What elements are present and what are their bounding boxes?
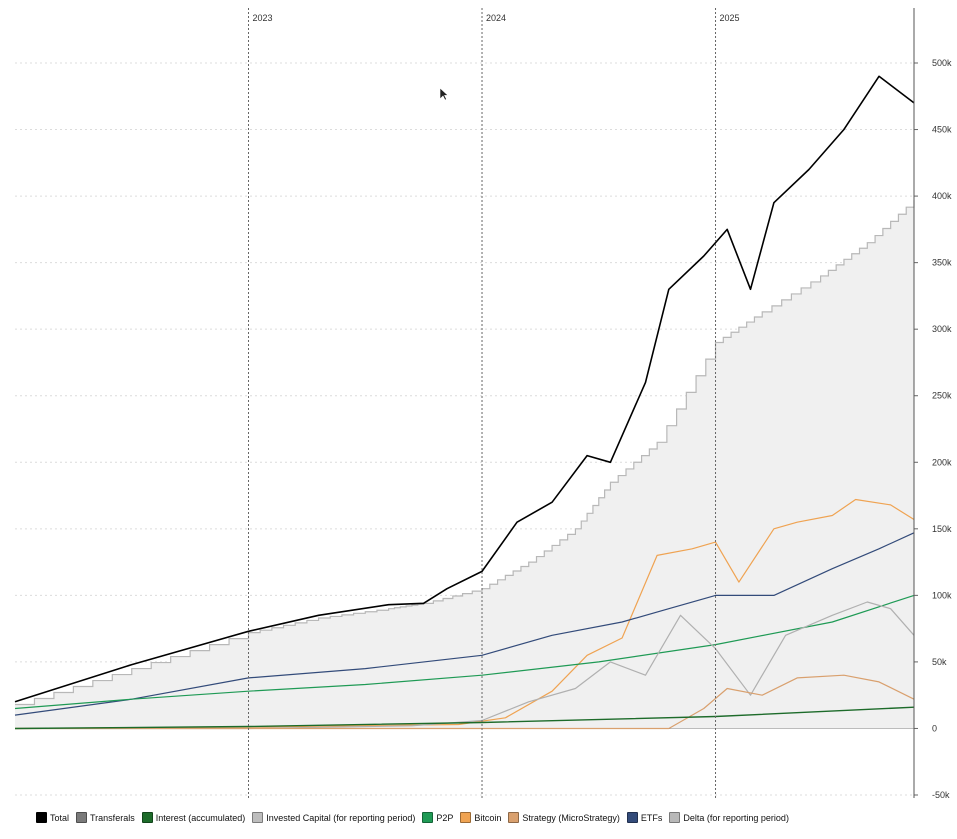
y-tick-label: 50k: [932, 657, 947, 667]
y-tick-label: 350k: [932, 258, 952, 268]
y-tick-label: 250k: [932, 391, 952, 401]
legend-label: Strategy (MicroStrategy): [522, 812, 620, 823]
year-label-2025: 2025: [720, 13, 740, 23]
y-axis: -50k 0 50k 100k 150k 200k 250k 300k 350k 400k 450k…: [913, 8, 952, 800]
mouse-pointer-icon: [439, 87, 449, 101]
invested-capital-line: [15, 200, 915, 706]
legend-label: P2P: [436, 812, 454, 823]
year-label-2023: 2023: [253, 13, 273, 23]
y-tick-label: 500k: [932, 58, 952, 68]
legend-swatch: [141, 812, 153, 823]
legend-item[interactable]: Invested Capital (for reporting period): [252, 812, 415, 823]
legend-swatch: [508, 812, 520, 823]
invested-capital-area: [15, 200, 914, 729]
legend-swatch: [460, 812, 472, 823]
legend-item[interactable]: Strategy (MicroStrategy): [508, 812, 620, 823]
legend-label: Invested Capital (for reporting period): [266, 812, 416, 823]
year-label-2024: 2024: [486, 13, 506, 23]
y-tick-label: 0: [932, 723, 937, 733]
legend-item[interactable]: P2P: [422, 812, 453, 823]
legend-swatch: [626, 812, 638, 823]
strategy-microstrategy-line: [15, 674, 915, 730]
y-tick-label: -50k: [932, 790, 950, 800]
legend-swatch: [422, 812, 434, 823]
legend-label: Bitcoin: [474, 812, 502, 823]
y-tick-label: 400k: [932, 191, 952, 201]
y-tick-label: 450k: [932, 125, 952, 135]
total-line: [14, 75, 915, 703]
y-tick-label: 100k: [932, 590, 952, 600]
legend-swatch: [252, 812, 264, 823]
legend-item[interactable]: Transferals: [76, 812, 135, 823]
legend-item[interactable]: Total: [36, 812, 69, 823]
legend-label: ETFs: [640, 812, 663, 823]
y-tick-label: 200k: [932, 457, 952, 467]
legend-item[interactable]: Bitcoin: [460, 812, 501, 823]
legend-label: Interest (accumulated): [155, 812, 246, 823]
legend-swatch: [669, 812, 681, 823]
legend-item[interactable]: ETFs: [626, 812, 663, 823]
legend-label: Delta (for reporting period): [683, 812, 789, 823]
legend-label: Total: [50, 812, 70, 823]
y-tick-label: 300k: [932, 324, 952, 334]
interest-accumulated-line: [14, 706, 915, 730]
legend-label: Transferals: [90, 812, 135, 823]
legend-swatch: [76, 812, 88, 823]
legend-item[interactable]: Delta (for reporting period): [669, 812, 789, 823]
series-layer: [14, 75, 915, 730]
chart-legend: Total Transferals Interest (accumulated) In…: [36, 812, 796, 823]
legend-swatch: [36, 812, 47, 823]
p2p-line: [14, 594, 915, 710]
bitcoin-line: [14, 498, 915, 730]
legend-item[interactable]: Interest (accumulated): [141, 812, 246, 823]
year-markers: 2023 2024 2025: [248, 8, 740, 798]
y-tick-label: 150k: [932, 524, 952, 534]
